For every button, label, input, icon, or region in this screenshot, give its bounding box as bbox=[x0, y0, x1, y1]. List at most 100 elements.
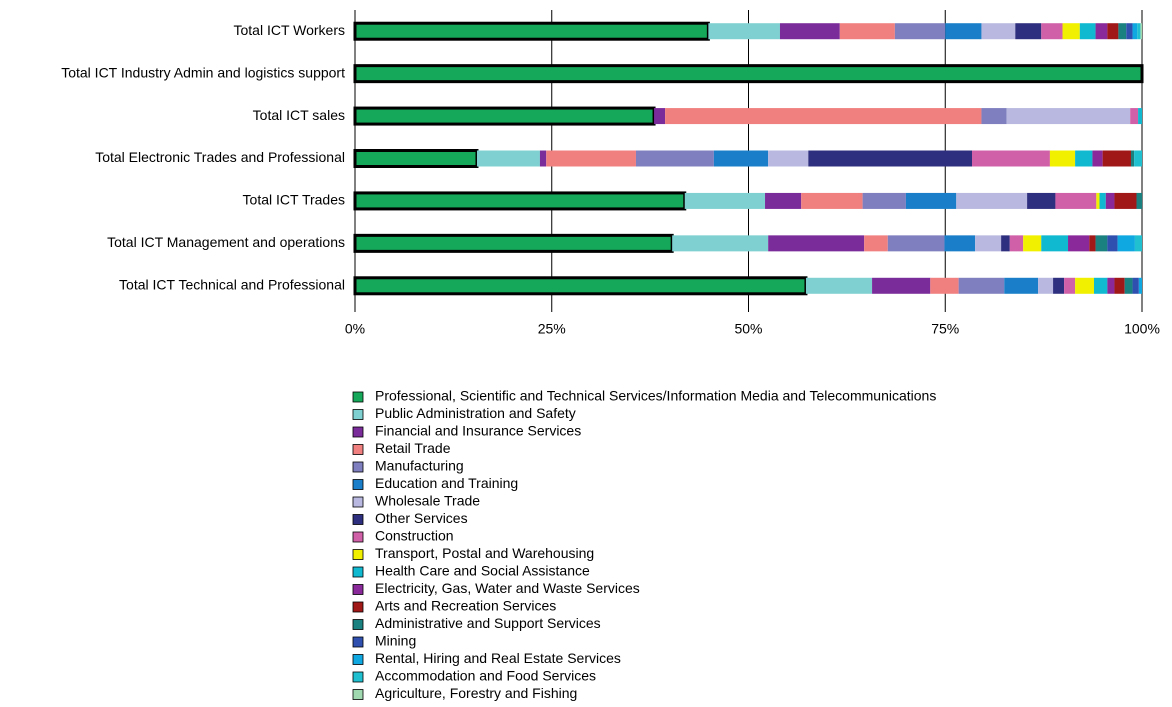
bar-segment bbox=[905, 192, 957, 209]
bar-segment bbox=[1118, 23, 1127, 40]
bar-segment bbox=[539, 150, 547, 167]
bar-segment bbox=[1114, 277, 1125, 294]
bar-segment bbox=[1107, 23, 1119, 40]
bar-segment bbox=[1006, 108, 1131, 125]
y-tick-label: Total ICT sales bbox=[253, 107, 345, 123]
bar-segment bbox=[972, 150, 1050, 167]
bar-segment bbox=[1041, 23, 1063, 40]
bar-segment bbox=[1134, 235, 1142, 252]
bar-segment bbox=[779, 23, 840, 40]
bar-segment bbox=[930, 277, 959, 294]
legend-label: Transport, Postal and Warehousing bbox=[375, 545, 594, 561]
bar-segment bbox=[353, 21, 710, 41]
bar-segment bbox=[765, 192, 802, 209]
y-tick-label: Total ICT Management and operations bbox=[107, 234, 345, 250]
bar-segment bbox=[1107, 277, 1115, 294]
bar-segment bbox=[353, 106, 656, 126]
legend-swatch bbox=[352, 391, 364, 403]
bar-segment bbox=[944, 235, 976, 252]
bar-segment bbox=[805, 277, 873, 294]
legend-label: Agriculture, Forestry and Fishing bbox=[375, 685, 577, 701]
bar-segment bbox=[1107, 235, 1118, 252]
legend-swatch bbox=[352, 636, 364, 648]
legend-label: Professional, Scientific and Technical S… bbox=[375, 388, 936, 404]
legend-label: Mining bbox=[375, 633, 416, 649]
legend-label: Manufacturing bbox=[375, 458, 464, 474]
bar-segment bbox=[654, 108, 666, 125]
bar-segment bbox=[1140, 23, 1142, 40]
bar-segment bbox=[1079, 23, 1096, 40]
bar-segment bbox=[1027, 192, 1056, 209]
bar-segment bbox=[665, 108, 982, 125]
bar-segment bbox=[1049, 150, 1076, 167]
bar-segment bbox=[1096, 192, 1100, 209]
bar-segment bbox=[1023, 235, 1042, 252]
bar-segment bbox=[872, 277, 931, 294]
legend-label: Education and Training bbox=[375, 475, 518, 491]
bar-segment bbox=[353, 64, 1144, 84]
bar-segment bbox=[887, 235, 945, 252]
legend-swatch bbox=[352, 689, 364, 700]
bar-segment bbox=[1124, 277, 1133, 294]
bar-segment bbox=[546, 150, 636, 167]
legend-swatch bbox=[352, 514, 364, 525]
bar-segment bbox=[1068, 235, 1090, 252]
legend-label: Accommodation and Food Services bbox=[375, 668, 596, 684]
x-tick-label: 25% bbox=[538, 321, 566, 337]
bar-segment bbox=[1130, 150, 1135, 167]
legend-swatch bbox=[352, 496, 364, 508]
legend-swatch bbox=[352, 409, 364, 420]
bar-segment bbox=[708, 23, 780, 40]
bar-segment bbox=[1092, 150, 1103, 167]
bar-segment bbox=[1041, 235, 1069, 252]
bar-segment bbox=[1075, 150, 1093, 167]
bar-segment bbox=[1053, 277, 1065, 294]
bar-segment bbox=[768, 235, 865, 252]
bar-segment bbox=[1102, 150, 1131, 167]
x-tick-label: 0% bbox=[345, 321, 365, 337]
bar-segment bbox=[1015, 23, 1042, 40]
legend-swatch bbox=[352, 584, 364, 595]
bar-segment bbox=[981, 23, 1016, 40]
y-tick-label: Total Electronic Trades and Professional bbox=[95, 149, 345, 165]
bar-segment bbox=[1136, 192, 1142, 209]
bar-segment bbox=[476, 150, 540, 167]
bar-segment bbox=[1114, 192, 1137, 209]
bar-segment bbox=[353, 233, 674, 253]
legend-swatch bbox=[352, 444, 364, 455]
x-tick-label: 100% bbox=[1124, 321, 1160, 337]
bar-segment bbox=[1138, 277, 1142, 294]
legend-label: Construction bbox=[375, 528, 454, 544]
legend-swatch bbox=[352, 479, 364, 490]
bar-segment bbox=[1095, 235, 1108, 252]
bar-segment bbox=[1126, 23, 1133, 40]
legend-label: Administrative and Support Services bbox=[375, 615, 601, 631]
bar-segment bbox=[958, 277, 1005, 294]
bar-segment bbox=[975, 235, 1002, 252]
x-tick-label: 75% bbox=[931, 321, 959, 337]
bar-segment bbox=[353, 149, 479, 168]
bar-segment bbox=[635, 150, 714, 167]
legend-label: Rental, Hiring and Real Estate Services bbox=[375, 650, 621, 666]
bar-segment bbox=[1038, 277, 1054, 294]
legend-label: Other Services bbox=[375, 510, 468, 526]
bar-segment bbox=[1132, 23, 1138, 40]
bar-segment bbox=[864, 235, 888, 252]
bar-segment bbox=[1055, 192, 1097, 209]
legend-swatch bbox=[352, 619, 364, 630]
bar-segment bbox=[1004, 277, 1039, 294]
bar-segment bbox=[1064, 277, 1076, 294]
bar-segment bbox=[1105, 192, 1115, 209]
bar-segment bbox=[713, 150, 769, 167]
legend-label: Retail Trade bbox=[375, 440, 451, 456]
bar-segment bbox=[1099, 192, 1106, 209]
bar-segment bbox=[981, 108, 1007, 125]
legend-label: Financial and Insurance Services bbox=[375, 423, 581, 439]
bar-segment bbox=[1130, 108, 1139, 125]
bar-segment bbox=[353, 276, 808, 296]
legend-swatch bbox=[352, 426, 364, 438]
bar-segment bbox=[1075, 277, 1094, 294]
bar-segment bbox=[1095, 23, 1108, 40]
bar-segment bbox=[1117, 235, 1135, 252]
